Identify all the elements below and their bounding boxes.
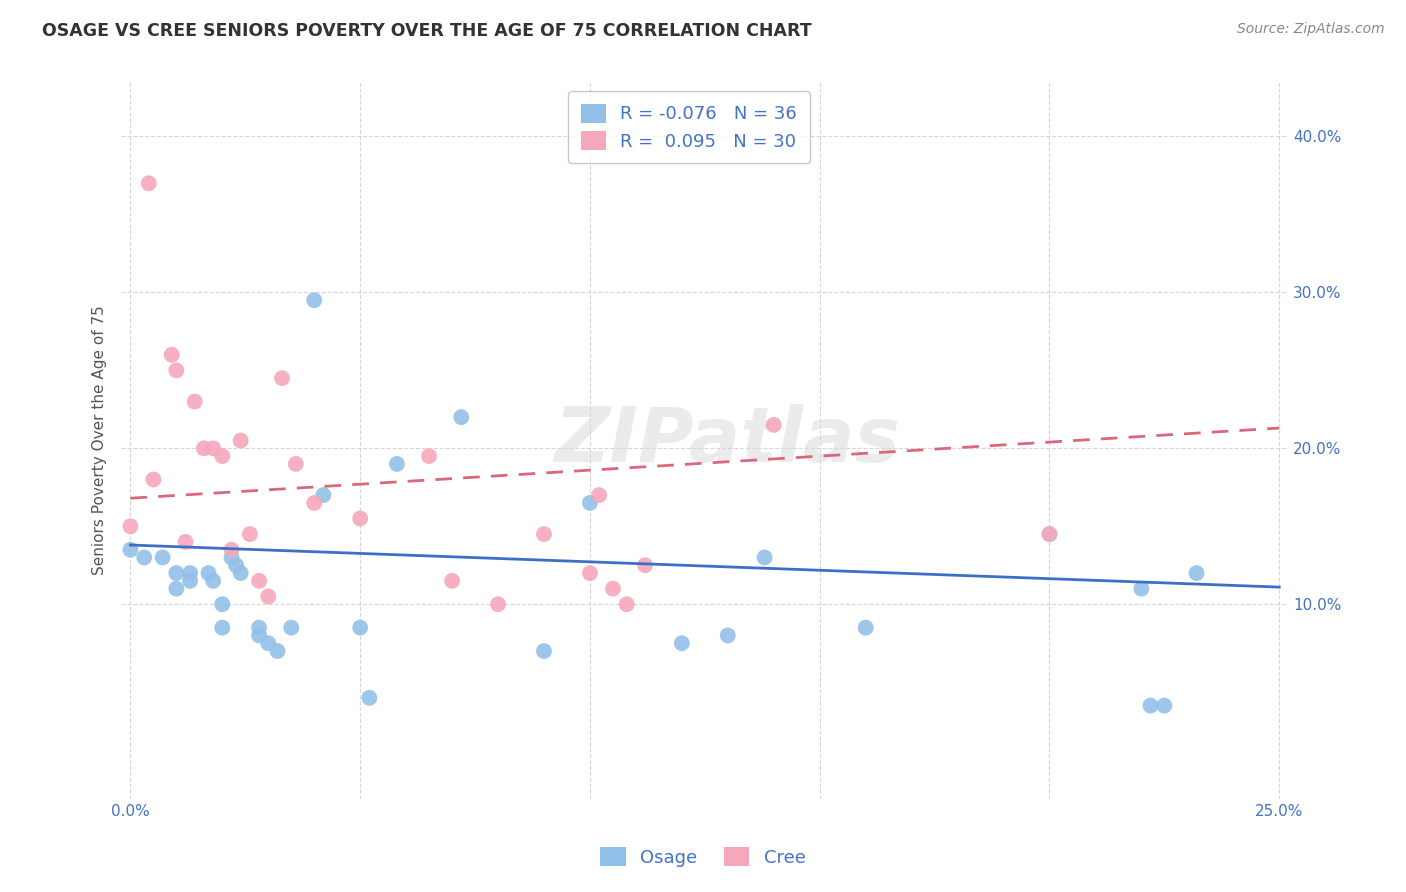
Point bbox=[486, 597, 509, 611]
Point bbox=[302, 293, 325, 308]
Point bbox=[1153, 698, 1175, 713]
Point bbox=[257, 590, 280, 604]
Point bbox=[202, 442, 225, 456]
Point bbox=[579, 496, 602, 510]
Point bbox=[312, 488, 335, 502]
Point bbox=[239, 527, 262, 541]
Point bbox=[165, 582, 187, 596]
Point bbox=[257, 636, 280, 650]
Point bbox=[579, 566, 602, 580]
Legend: R = -0.076   N = 36, R =  0.095   N = 30: R = -0.076 N = 36, R = 0.095 N = 30 bbox=[568, 91, 810, 163]
Point bbox=[134, 550, 156, 565]
Point bbox=[1185, 566, 1208, 580]
Point bbox=[349, 511, 371, 525]
Point bbox=[221, 550, 243, 565]
Text: OSAGE VS CREE SENIORS POVERTY OVER THE AGE OF 75 CORRELATION CHART: OSAGE VS CREE SENIORS POVERTY OVER THE A… bbox=[42, 22, 811, 40]
Point bbox=[1130, 582, 1153, 596]
Point bbox=[418, 449, 440, 463]
Point bbox=[441, 574, 464, 588]
Point bbox=[385, 457, 408, 471]
Point bbox=[533, 644, 555, 658]
Point bbox=[211, 597, 233, 611]
Point bbox=[855, 621, 877, 635]
Point bbox=[120, 519, 142, 533]
Point bbox=[533, 527, 555, 541]
Point bbox=[671, 636, 693, 650]
Point bbox=[120, 542, 142, 557]
Point bbox=[266, 644, 288, 658]
Point bbox=[229, 566, 252, 580]
Point bbox=[202, 574, 225, 588]
Point bbox=[174, 534, 197, 549]
Point bbox=[229, 434, 252, 448]
Point bbox=[271, 371, 294, 385]
Point bbox=[221, 542, 243, 557]
Point bbox=[717, 628, 740, 642]
Point bbox=[602, 582, 624, 596]
Point bbox=[1139, 698, 1161, 713]
Point bbox=[197, 566, 219, 580]
Point bbox=[142, 473, 165, 487]
Point bbox=[280, 621, 302, 635]
Point bbox=[193, 442, 215, 456]
Point bbox=[211, 621, 233, 635]
Point bbox=[138, 176, 160, 190]
Text: Source: ZipAtlas.com: Source: ZipAtlas.com bbox=[1237, 22, 1385, 37]
Point bbox=[247, 628, 270, 642]
Legend: Osage, Cree: Osage, Cree bbox=[593, 840, 813, 874]
Point bbox=[450, 410, 472, 425]
Point bbox=[634, 558, 657, 573]
Point bbox=[762, 417, 785, 432]
Point bbox=[754, 550, 776, 565]
Point bbox=[302, 496, 325, 510]
Point bbox=[225, 558, 247, 573]
Point bbox=[284, 457, 307, 471]
Point bbox=[152, 550, 174, 565]
Point bbox=[359, 690, 381, 705]
Point bbox=[588, 488, 610, 502]
Point bbox=[179, 566, 201, 580]
Point bbox=[179, 574, 201, 588]
Point bbox=[247, 574, 270, 588]
Point bbox=[1038, 527, 1060, 541]
Text: ZIPatlas: ZIPatlas bbox=[555, 403, 901, 477]
Point bbox=[247, 621, 270, 635]
Point bbox=[1038, 527, 1060, 541]
Point bbox=[160, 348, 183, 362]
Point bbox=[211, 449, 233, 463]
Point bbox=[616, 597, 638, 611]
Point bbox=[165, 363, 187, 377]
Y-axis label: Seniors Poverty Over the Age of 75: Seniors Poverty Over the Age of 75 bbox=[93, 306, 107, 575]
Point bbox=[349, 621, 371, 635]
Point bbox=[165, 566, 187, 580]
Point bbox=[184, 394, 207, 409]
